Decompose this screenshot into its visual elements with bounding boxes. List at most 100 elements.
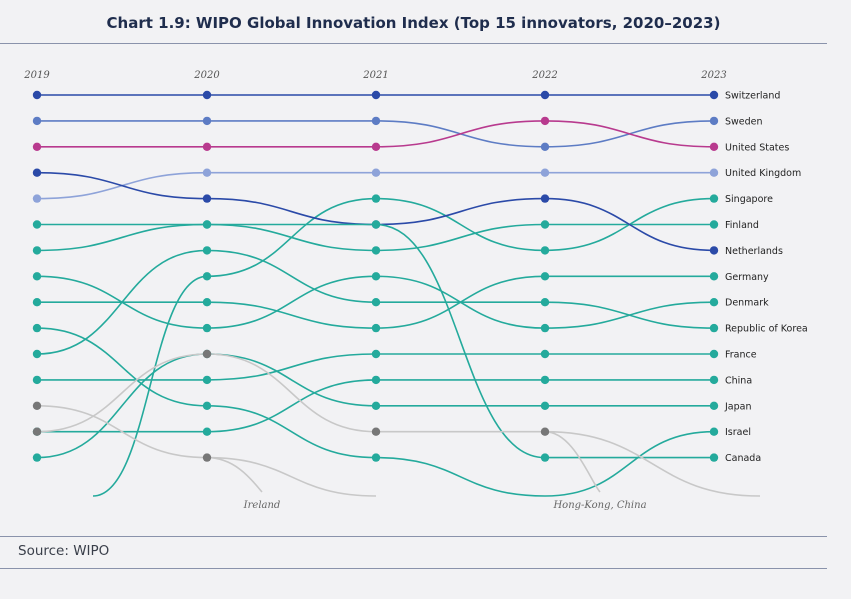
series-label-china: China	[725, 375, 752, 386]
point-china-2022	[540, 375, 550, 385]
point-finland-2022	[540, 220, 550, 229]
point-netherlands-2019	[32, 168, 42, 177]
point-israel-2020	[202, 401, 212, 410]
point-israel-2021	[371, 453, 381, 462]
series-label-japan: Japan	[724, 401, 752, 412]
series-line-japan	[36, 353, 714, 459]
year-label-2020: 2020	[193, 70, 220, 81]
point-republic-of-korea-2020	[202, 246, 212, 255]
point-finland-2021	[371, 246, 381, 255]
point-hong-kong-china-2022	[540, 427, 550, 436]
chart-title: Chart 1.9: WIPO Global Innovation Index …	[106, 14, 721, 32]
series-label-israel: Israel	[725, 427, 751, 438]
series-points	[32, 90, 719, 462]
point-denmark-2022	[540, 323, 550, 333]
point-republic-of-korea-2019	[32, 349, 42, 359]
point-hong-kong-china-2019	[32, 427, 42, 436]
point-canada-2022	[540, 453, 550, 462]
point-china-2020	[202, 427, 212, 436]
point-republic-of-korea-2022	[540, 298, 550, 307]
series-label-france: France	[725, 350, 757, 361]
point-japan-2022	[540, 401, 550, 410]
point-france-2023	[709, 349, 719, 359]
bottom-divider	[0, 568, 827, 569]
point-israel-2019	[32, 323, 42, 333]
point-sweden-2023	[709, 116, 719, 126]
point-denmark-2020	[202, 323, 212, 333]
point-japan-2023	[709, 401, 719, 410]
exit-label-hong-kong-china: Hong-Kong, China	[552, 500, 646, 511]
point-sweden-2019	[32, 116, 42, 126]
point-singapore-2021	[371, 194, 381, 203]
point-singapore-2020	[202, 272, 212, 281]
point-france-2019	[32, 375, 42, 385]
bump-chart: 2019 2020 2021 2022 2023 Switzerland Sweden Uni…	[23, 70, 808, 511]
series-line-netherlands	[36, 171, 715, 252]
point-netherlands-2020	[202, 194, 212, 203]
point-china-2023	[709, 375, 719, 385]
series-label-germany: Germany	[725, 272, 769, 283]
point-denmark-2019	[32, 272, 42, 281]
point-germany-2022	[540, 272, 550, 281]
series-line-hong-kong-china	[36, 353, 761, 497]
series-label-singapore: Singapore	[725, 194, 773, 205]
point-united-kingdom-2019	[32, 194, 42, 203]
top-divider	[0, 43, 827, 44]
series-line-canada	[37, 223, 714, 459]
point-switzerland-2019	[32, 90, 42, 100]
year-label-2021: 2021	[362, 70, 388, 81]
point-sweden-2020	[202, 116, 212, 126]
series-lines	[36, 94, 761, 497]
point-sweden-2022	[540, 142, 550, 151]
point-canada-2023	[709, 453, 719, 462]
point-germany-2020	[202, 298, 212, 307]
point-finland-2023	[709, 220, 719, 229]
point-switzerland-2020	[202, 90, 212, 100]
point-united-states-2020	[202, 142, 212, 151]
point-united-states-2022	[540, 116, 550, 126]
point-canada-2019	[32, 220, 42, 229]
point-canada-2020	[202, 220, 212, 229]
point-republic-of-korea-2021	[371, 298, 381, 307]
series-label-switzerland: Switzerland	[725, 91, 780, 102]
point-germany-2021	[371, 323, 381, 333]
series-label-denmark: Denmark	[725, 298, 769, 309]
point-sweden-2021	[371, 116, 381, 126]
point-switzerland-2021	[371, 90, 381, 100]
point-hong-kong-china-2020	[202, 349, 212, 359]
series-label-netherlands: Netherlands	[725, 246, 783, 257]
year-label-2023: 2023	[700, 70, 726, 81]
point-france-2022	[540, 349, 550, 359]
series-label-united-states: United States	[725, 142, 789, 153]
point-ireland-2019	[32, 401, 42, 410]
point-united-kingdom-2023	[709, 168, 719, 177]
point-germany-2019	[32, 298, 42, 307]
point-united-states-2021	[371, 142, 381, 151]
point-ireland-2020	[202, 453, 212, 462]
point-united-states-2023	[709, 142, 719, 151]
point-canada-2021	[371, 220, 381, 229]
point-united-kingdom-2022	[540, 168, 550, 177]
year-label-2022: 2022	[531, 70, 557, 81]
point-finland-2019	[32, 246, 42, 255]
point-republic-of-korea-2023	[709, 323, 719, 333]
point-denmark-2023	[709, 298, 719, 307]
point-switzerland-2023	[709, 90, 719, 100]
point-israel-2023	[709, 427, 719, 436]
series-label-sweden: Sweden	[725, 116, 763, 127]
series-line-singapore	[92, 197, 715, 497]
point-japan-2021	[371, 401, 381, 410]
exit-label-ireland: Ireland	[243, 500, 281, 511]
series-label-republic-of-korea: Republic of Korea	[725, 324, 808, 335]
point-united-states-2019	[32, 142, 42, 151]
series-line-republic-of-korea	[36, 249, 715, 355]
point-china-2021	[371, 375, 381, 385]
series-line-china	[37, 379, 714, 433]
point-france-2020	[202, 375, 212, 385]
point-hong-kong-china-2021	[371, 427, 381, 436]
point-france-2021	[371, 349, 381, 359]
footer-divider	[0, 536, 827, 537]
point-singapore-2022	[540, 246, 550, 255]
point-netherlands-2022	[540, 194, 550, 203]
series-label-finland: Finland	[725, 220, 759, 231]
